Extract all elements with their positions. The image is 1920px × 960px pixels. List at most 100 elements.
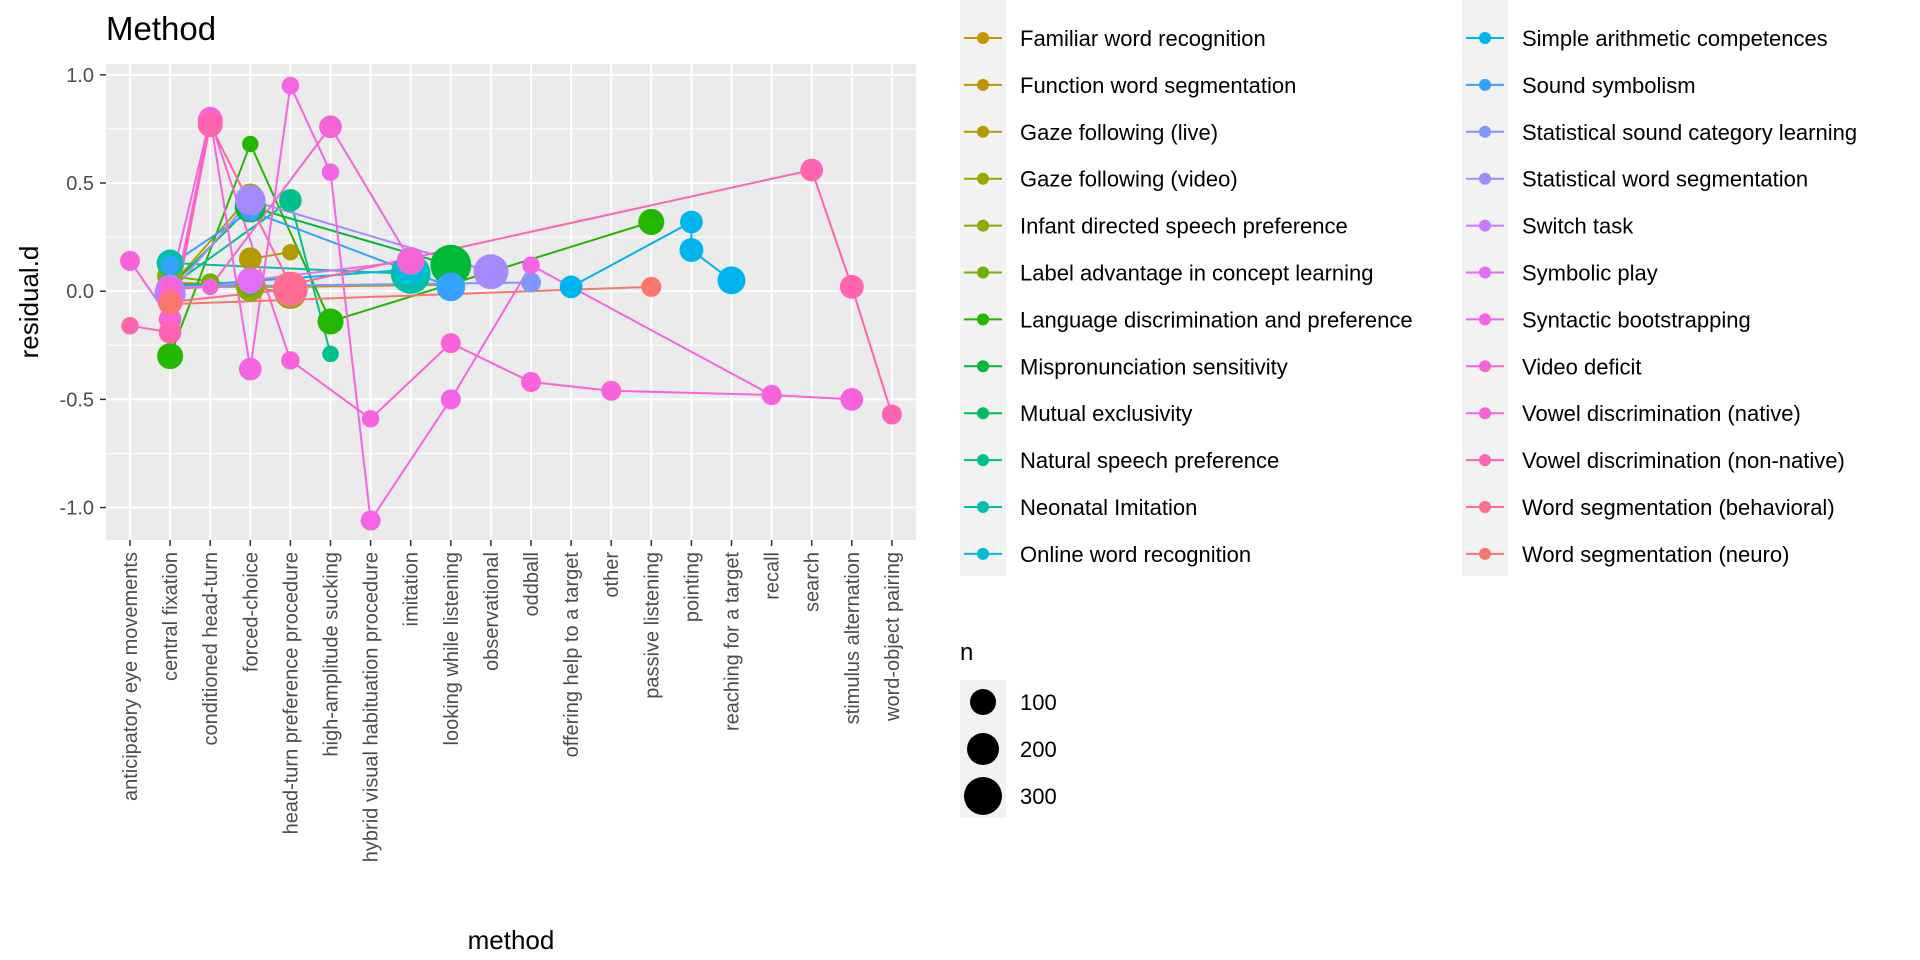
legend-entry-label: Symbolic play <box>1522 261 1658 286</box>
y-tick-label: -1.0 <box>60 498 94 520</box>
data-point <box>238 357 262 381</box>
data-point <box>119 250 141 271</box>
data-point <box>319 115 342 139</box>
legend-entry-label: Word segmentation (behavioral) <box>1522 495 1835 520</box>
x-tick-label: looking while listening <box>441 552 463 745</box>
legend-key-point <box>977 454 989 467</box>
x-tick-label: observational <box>481 552 503 671</box>
data-point <box>317 308 344 335</box>
legend-key-point <box>977 360 989 373</box>
color-legend: Familiar word recognition Function word s… <box>960 0 1857 576</box>
x-tick-label: search <box>802 552 824 612</box>
legend-entry-label: Gaze following (live) <box>1020 120 1218 145</box>
legend-key-point <box>1479 172 1491 185</box>
legend-entry-label: Video deficit <box>1522 354 1641 379</box>
x-tick-label: word-object pairing <box>882 552 904 722</box>
legend-key-background <box>960 0 1006 576</box>
x-tick-label: other <box>601 552 623 598</box>
data-point <box>800 158 824 182</box>
x-tick-label: reaching for a target <box>722 552 744 731</box>
y-tick-label: -0.5 <box>60 389 94 411</box>
x-tick-label: anticipatory eye movements <box>120 552 142 801</box>
size-legend-title: n <box>960 639 973 666</box>
legend-entry-label: Mispronunciation sensitivity <box>1020 354 1288 379</box>
size-legend-key-circle <box>970 689 996 715</box>
x-tick-label: central fixation <box>160 552 182 681</box>
series-line <box>170 124 412 291</box>
data-point <box>559 275 583 299</box>
data-point <box>321 163 340 181</box>
legend-entry-label: Mutual exclusivity <box>1020 401 1192 426</box>
x-tick-label: stimulus alternation <box>842 552 864 724</box>
data-point <box>242 135 259 153</box>
series-line <box>129 116 852 421</box>
x-tick-label: forced-choice <box>240 552 262 672</box>
legend-entry-label: Word segmentation (neuro) <box>1522 542 1789 567</box>
x-tick-label: head-turn preference procedure <box>280 552 302 834</box>
y-axis: -1.0 -0.5 0.0 0.5 1.0 <box>60 65 106 520</box>
legend-entry-label: Function word segmentation <box>1020 73 1296 98</box>
data-point <box>840 388 864 411</box>
legend-key-point <box>1479 78 1491 91</box>
chart-title: Method <box>106 10 216 47</box>
x-tick-label: hybrid visual habituation procedure <box>361 552 383 862</box>
legend-key-point <box>977 313 989 326</box>
data-point <box>157 343 184 370</box>
legend-entry-label: Gaze following (video) <box>1020 167 1238 192</box>
series-line <box>570 220 733 288</box>
data-point <box>761 385 782 406</box>
x-tick-label: passive listening <box>641 552 663 699</box>
data-point <box>361 410 380 428</box>
x-tick-label: offering help to a target <box>561 552 583 758</box>
legend-key-point <box>1479 266 1491 279</box>
legend-key-point <box>977 547 989 560</box>
legend-entry-label: Online word recognition <box>1020 542 1251 567</box>
data-point <box>360 510 381 531</box>
legend-key-point <box>977 125 989 138</box>
x-tick-label: high-amplitude sucking <box>321 552 343 757</box>
data-point <box>436 272 466 302</box>
data-point <box>717 266 746 295</box>
legend-key-point <box>977 32 989 44</box>
legend-key-background <box>1462 0 1508 576</box>
data-point <box>201 278 219 296</box>
legend-entry-label: Label advantage in concept learning <box>1020 261 1374 286</box>
data-point <box>440 389 461 410</box>
legend-entry-label: Vowel discrimination (native) <box>1522 401 1801 426</box>
data-point <box>237 267 264 294</box>
legend-entry-label: Neonatal Imitation <box>1020 495 1197 520</box>
series-line <box>170 281 532 288</box>
data-point <box>680 210 703 234</box>
legend-key-point <box>1479 547 1491 560</box>
legend-entry-label: Statistical word segmentation <box>1522 167 1808 192</box>
size-legend-label: 100 <box>1020 690 1057 715</box>
x-tick-label: pointing <box>681 552 703 622</box>
y-tick-label: 1.0 <box>66 65 94 87</box>
y-axis-label: residual.d <box>14 246 44 359</box>
legend-entry-label: Simple arithmetic competences <box>1522 26 1828 51</box>
data-point <box>601 380 622 401</box>
legend-entry-label: Vowel discrimination (non-native) <box>1522 448 1845 473</box>
data-point <box>281 76 300 95</box>
legend-entry-label: Switch task <box>1522 214 1634 239</box>
data-point <box>397 247 424 274</box>
data-point <box>839 274 864 299</box>
data-point <box>282 243 299 261</box>
series-line <box>169 288 291 303</box>
data-point <box>881 404 902 425</box>
legend-key-point <box>977 78 989 91</box>
legend-key-point <box>1479 360 1491 373</box>
legend-entry-label: Statistical sound category learning <box>1522 120 1857 145</box>
data-point <box>272 271 308 307</box>
series-points <box>119 76 902 531</box>
y-tick-label: 0.5 <box>66 173 94 195</box>
legend-key-point <box>1479 313 1491 326</box>
data-point <box>522 256 540 274</box>
data-point <box>197 112 223 138</box>
x-tick-label: recall <box>762 552 784 600</box>
legend-key-point <box>1479 501 1491 513</box>
legend-key-point <box>1479 407 1491 420</box>
data-point <box>641 276 662 297</box>
legend-key-point <box>1479 454 1491 467</box>
